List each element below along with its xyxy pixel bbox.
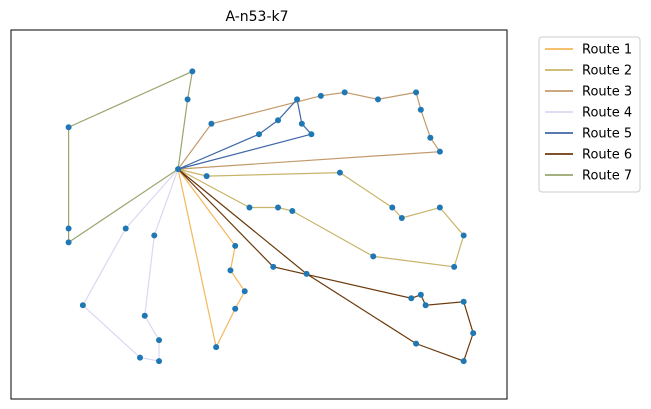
customer-point [341, 89, 348, 96]
legend-label-5: Route 5 [582, 127, 632, 142]
customer-point [308, 131, 315, 138]
customer-point [208, 120, 215, 127]
customer-point [317, 92, 324, 99]
customer-point [227, 267, 234, 274]
legend-label-3: Route 3 [582, 85, 632, 100]
customer-point [460, 298, 467, 305]
customer-point [232, 242, 239, 249]
plot-area [10, 29, 508, 400]
depot-point [175, 166, 182, 173]
customer-point [184, 96, 191, 103]
customer-point [417, 106, 424, 113]
route-line-3 [177, 91, 441, 170]
customer-point [451, 263, 458, 270]
customer-point [65, 239, 72, 246]
customer-point [389, 204, 396, 211]
customer-point [436, 204, 443, 211]
customer-point [427, 134, 434, 141]
customer-point [413, 340, 420, 347]
customer-point [65, 225, 72, 232]
customer-point [413, 89, 420, 96]
customer-point [246, 204, 253, 211]
legend-label-1: Route 1 [582, 43, 632, 58]
customer-point [156, 337, 163, 344]
customer-point [298, 120, 305, 127]
customer-point [398, 214, 405, 221]
customer-point [303, 270, 310, 277]
customer-point [470, 330, 477, 337]
customer-point [241, 288, 248, 295]
legend: Route 1 Route 2 Route 3 Route 4 Route 5 Route… [538, 36, 641, 193]
customer-point [65, 124, 72, 131]
customer-point [370, 253, 377, 260]
customer-point [141, 312, 148, 319]
customer-point [270, 263, 277, 270]
customer-point [156, 358, 163, 365]
customer-point [375, 96, 381, 103]
customer-point [336, 169, 343, 176]
customer-point [203, 173, 210, 180]
customer-point [422, 302, 429, 309]
customer-point [294, 96, 301, 103]
customer-point [79, 302, 86, 309]
customer-point [151, 232, 158, 239]
customer-point [232, 305, 239, 312]
customer-point [417, 291, 424, 298]
customer-point [275, 117, 282, 124]
legend-label-2: Route 2 [582, 64, 632, 79]
legend-label-7: Route 7 [582, 169, 632, 184]
chart-title: A-n53-k7 [225, 9, 288, 25]
customer-point [256, 131, 262, 138]
customer-point [436, 148, 443, 155]
customer-point [137, 354, 143, 361]
customer-point [289, 208, 296, 215]
customer-point [460, 358, 467, 365]
legend-label-4: Route 4 [582, 106, 632, 121]
customer-point [189, 68, 196, 75]
customer-point [275, 204, 282, 211]
legend-label-6: Route 6 [582, 148, 632, 163]
customer-point [460, 232, 467, 239]
customer-point [122, 225, 129, 232]
customer-points [65, 68, 477, 365]
customer-point [408, 295, 415, 302]
customer-point [213, 344, 220, 351]
